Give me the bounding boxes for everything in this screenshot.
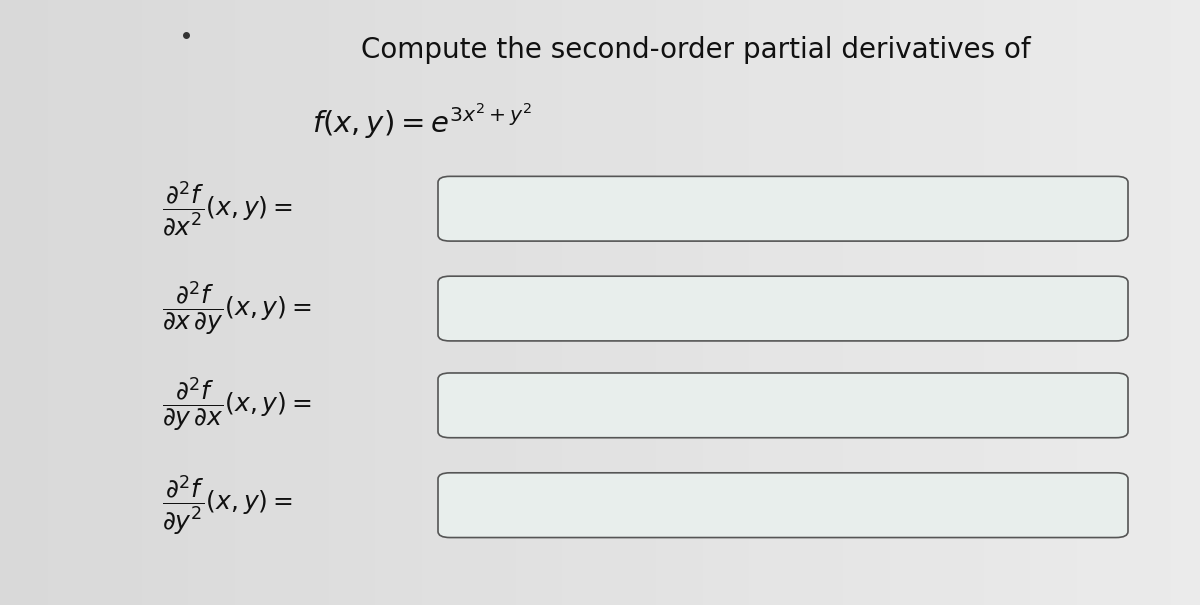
Text: $\dfrac{\partial^2 f}{\partial y\,\partial x}(x, y) = $: $\dfrac{\partial^2 f}{\partial y\,\parti… xyxy=(162,376,312,434)
FancyBboxPatch shape xyxy=(438,373,1128,438)
Text: $\dfrac{\partial^2 f}{\partial x^2}(x, y) = $: $\dfrac{\partial^2 f}{\partial x^2}(x, y… xyxy=(162,180,293,238)
Text: $f(x, y) = e^{3x^2+y^2}$: $f(x, y) = e^{3x^2+y^2}$ xyxy=(312,101,533,141)
FancyBboxPatch shape xyxy=(438,276,1128,341)
FancyBboxPatch shape xyxy=(438,473,1128,537)
FancyBboxPatch shape xyxy=(438,177,1128,241)
Text: Compute the second-order partial derivatives of: Compute the second-order partial derivat… xyxy=(361,36,1031,64)
Text: $\dfrac{\partial^2 f}{\partial x\,\partial y}(x, y) = $: $\dfrac{\partial^2 f}{\partial x\,\parti… xyxy=(162,280,312,338)
Text: $\dfrac{\partial^2 f}{\partial y^2}(x, y) = $: $\dfrac{\partial^2 f}{\partial y^2}(x, y… xyxy=(162,474,293,537)
